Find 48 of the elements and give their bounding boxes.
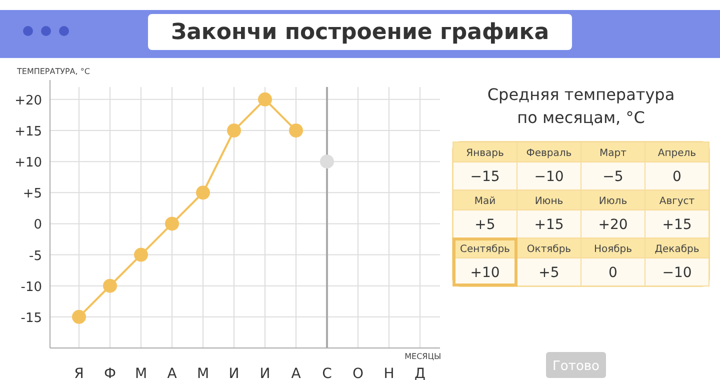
y-tick-label: -15 xyxy=(20,310,42,326)
category-label: Июль xyxy=(598,196,628,207)
chart-title: Закончи построение графика xyxy=(170,20,550,45)
y-axis-title: ТЕМПЕРАТУРА, °C xyxy=(16,67,90,76)
category-label: Апрель xyxy=(658,148,696,159)
text: Средняя температура по месяцам, °C xyxy=(487,85,675,127)
data-label: −10 xyxy=(662,265,692,281)
y-tick-label: +10 xyxy=(14,156,42,171)
y-tick-label: +15 xyxy=(14,124,42,140)
y-tick-label: 0 xyxy=(34,218,42,233)
x-axis-title: МЕСЯЦЫ xyxy=(404,352,441,361)
data-label: +15 xyxy=(662,217,692,233)
category-label: Март xyxy=(600,148,627,159)
data-label: −10 xyxy=(534,169,564,185)
category-label: Май xyxy=(474,196,496,207)
data-label: +5 xyxy=(538,265,560,281)
y-tick-label: -10 xyxy=(20,280,42,295)
x-tick-label: А xyxy=(291,366,302,380)
y-tick-label: +5 xyxy=(22,186,42,202)
x-tick-label: М xyxy=(196,366,210,380)
data-label: 0 xyxy=(608,265,618,281)
data-label: +5 xyxy=(474,217,496,233)
x-tick-label: Ф xyxy=(104,366,116,380)
x-tick-label: С xyxy=(322,366,332,380)
category-label: Февраль xyxy=(526,148,572,159)
category-label: Июнь xyxy=(534,196,564,207)
x-tick-label: Я xyxy=(74,366,84,380)
category-label: Октябрь xyxy=(526,244,572,255)
data-label: +20 xyxy=(598,217,628,233)
x-tick-label: Д xyxy=(414,366,426,380)
data-label: −15 xyxy=(470,169,500,185)
x-tick-label: Н xyxy=(384,366,394,380)
y-tick-label: -5 xyxy=(29,248,42,264)
category-label: Декабрь xyxy=(654,244,700,255)
y-tick-label: +20 xyxy=(14,93,42,108)
data-label: +10 xyxy=(470,265,500,281)
x-tick-label: О xyxy=(352,366,364,380)
data-label: +15 xyxy=(534,217,564,233)
x-tick-label: И xyxy=(260,366,270,380)
data-label: 0 xyxy=(672,169,682,185)
category-label: Август xyxy=(659,196,695,207)
category-label: Сентябрь xyxy=(460,244,510,255)
x-tick-label: А xyxy=(167,366,178,380)
data-label: −5 xyxy=(602,169,624,185)
category-label: Январь xyxy=(466,148,504,159)
x-tick-label: И xyxy=(228,366,240,380)
category-label: Ноябрь xyxy=(594,244,632,255)
x-tick-label: М xyxy=(134,366,148,380)
